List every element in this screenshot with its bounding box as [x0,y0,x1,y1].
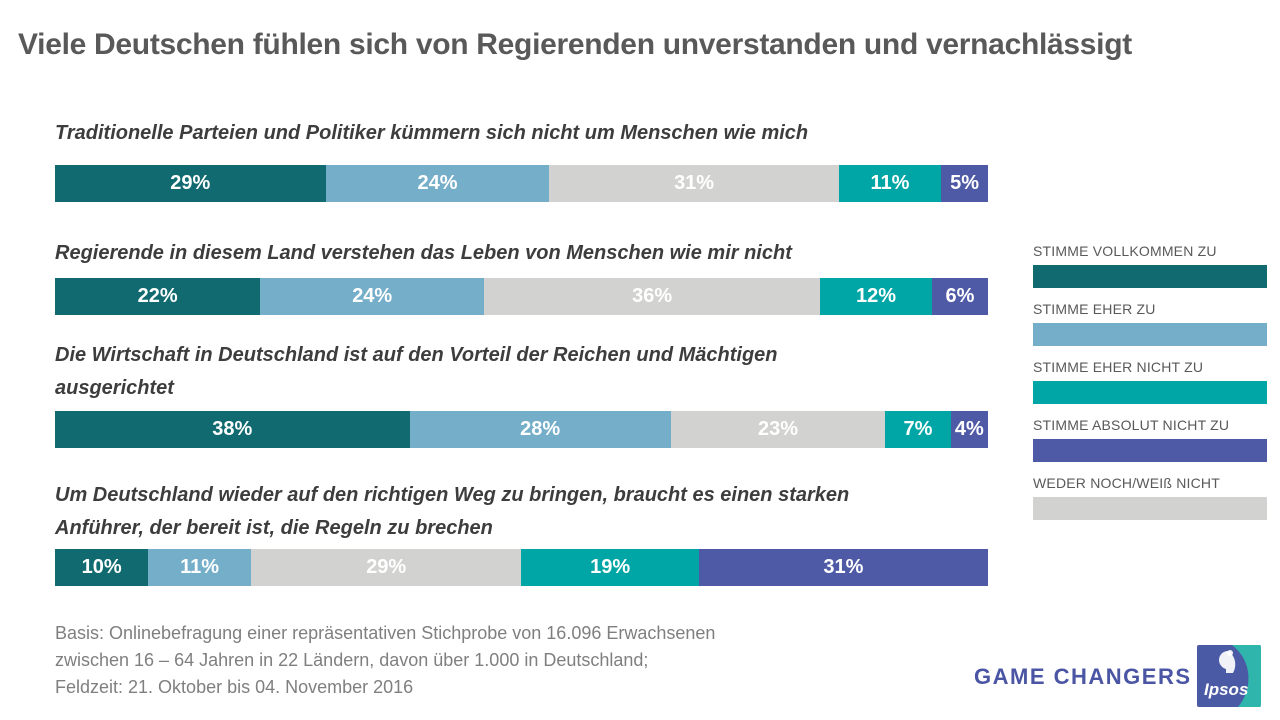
source-line-2: zwischen 16 – 64 Jahren in 22 Ländern, d… [55,650,649,670]
bar-segment-stimme-eher-nicht-zu: 11% [838,165,942,202]
bar-segment-weder-noch-wei-nicht: 29% [250,549,522,586]
bar-segment-stimme-eher-zu: 28% [409,411,671,448]
stacked-bar-3: 38% 28% 23% 7% 4% [55,411,988,448]
statement-1: Traditionelle Parteien und Politiker küm… [55,122,809,144]
bar-segment-stimme-vollkommen-zu: 38% [55,411,410,448]
segment-value-label: 38% [212,418,253,440]
segment-value-label: 7% [903,418,933,440]
segment-value-label: 24% [352,285,393,307]
segment-value-label: 11% [870,172,910,194]
bar-segment-stimme-eher-nicht-zu: 7% [885,411,951,448]
segment-value-label: 31% [823,556,864,578]
bar-segment-stimme-absolut-nicht-zu: 6% [931,278,988,315]
logo-teal-shape [1232,645,1261,707]
segment-value-label: 6% [945,285,975,307]
segment-value-label: 29% [170,172,211,194]
bar-segment-stimme-vollkommen-zu: 10% [55,549,149,586]
segment-value-label: 19% [590,556,631,578]
source-line-1: Basis: Onlinebefragung einer repräsentat… [55,623,716,643]
bar-segment-stimme-absolut-nicht-zu: 5% [941,165,988,202]
bar-segment-stimme-absolut-nicht-zu: 4% [950,411,988,448]
stacked-bar-1: 29% 24% 31% 11% 5% [55,165,988,202]
ipsos-logo-icon: Ipsos [1197,645,1261,707]
source-note: Basis: Onlinebefragung einer repräsentat… [55,620,715,701]
bar-segment-stimme-eher-nicht-zu: 19% [521,549,699,586]
logo-wordmark: Ipsos [1204,680,1248,699]
statement-3: Die Wirtschaft in Deutschland ist auf de… [55,344,778,399]
legend-label: STIMME EHER NICHT ZU [1033,359,1204,375]
segment-value-label: 28% [520,418,561,440]
legend-item: STIMME VOLLKOMMEN ZU [1033,243,1267,288]
segment-value-label: 11% [180,556,220,578]
bar-segment-stimme-eher-zu: 11% [148,549,251,586]
segment-value-label: 12% [855,285,897,307]
bar-segment-weder-noch-wei-nicht: 36% [484,278,821,315]
logo-face-profile [1219,651,1236,673]
legend-swatch [1033,381,1267,404]
segment-value-label: 31% [674,172,715,194]
segment-value-label: 22% [137,285,178,307]
legend-item: WEDER NOCH/WEIß NICHT [1033,475,1267,520]
segment-value-label: 36% [632,285,673,307]
segment-value-label: 4% [954,418,984,440]
stacked-bar-2: 22% 24% 36% 12% 6% [55,278,988,315]
legend-swatch [1033,265,1267,288]
bar-segment-stimme-vollkommen-zu: 29% [55,165,326,202]
statement-4: Um Deutschland wieder auf den richtigen … [55,484,850,539]
stacked-bar-4: 10% 11% 29% 19% 31% [55,549,988,586]
legend-label: WEDER NOCH/WEIß NICHT [1033,475,1220,491]
bar-segment-stimme-vollkommen-zu: 22% [55,278,261,315]
segment-value-label: 29% [366,556,407,578]
bar-segment-weder-noch-wei-nicht: 31% [549,165,839,202]
legend-item: STIMME ABSOLUT NICHT ZU [1033,417,1267,462]
bar-segment-weder-noch-wei-nicht: 23% [670,411,886,448]
legend-item: STIMME EHER NICHT ZU [1033,359,1267,404]
bar-segment-stimme-eher-zu: 24% [325,165,550,202]
legend-swatch [1033,497,1267,520]
legend: STIMME VOLLKOMMEN ZU STIMME EHER ZU STIMME… [1033,243,1267,533]
bar-segment-stimme-eher-nicht-zu: 12% [820,278,932,315]
source-line-3: Feldzeit: 21. Oktober bis 04. November 2… [55,677,414,697]
bar-segment-stimme-absolut-nicht-zu: 31% [698,549,988,586]
segment-value-label: 24% [417,172,458,194]
segment-value-label: 5% [950,172,980,194]
bar-segment-stimme-eher-zu: 24% [260,278,485,315]
segment-value-label: 23% [758,418,799,440]
ipsos-tagline: GAME CHANGERS [974,664,1192,689]
legend-label: STIMME ABSOLUT NICHT ZU [1033,417,1230,433]
slide-title: Viele Deutschen fühlen sich von Regieren… [18,28,1132,61]
legend-item: STIMME EHER ZU [1033,301,1267,346]
segment-value-label: 10% [81,556,122,578]
legend-label: STIMME VOLLKOMMEN ZU [1033,243,1217,259]
legend-swatch [1033,439,1267,462]
legend-swatch [1033,323,1267,346]
legend-label: STIMME EHER ZU [1033,301,1156,317]
statement-2: Regierende in diesem Land verstehen das … [55,242,792,264]
logo-face-bun [1227,650,1233,656]
